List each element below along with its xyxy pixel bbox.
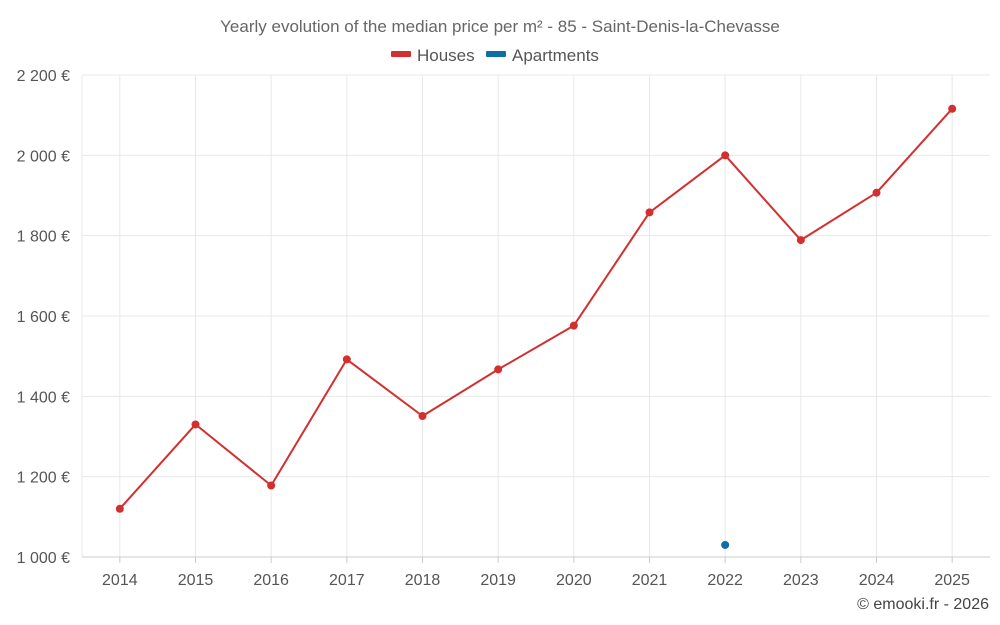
data-point-houses-2021[interactable]	[645, 208, 654, 217]
series-line-houses	[119, 108, 953, 510]
data-point-houses-2022[interactable]	[721, 151, 730, 160]
data-point-apartments-2022[interactable]	[721, 540, 730, 549]
x-tick-label: 2022	[707, 572, 743, 589]
data-point-houses-2014[interactable]	[115, 504, 124, 513]
data-point-houses-2020[interactable]	[569, 321, 578, 330]
data-point-houses-2024[interactable]	[872, 188, 881, 197]
x-tick-label: 2024	[859, 572, 895, 589]
x-tick-label: 2017	[329, 572, 365, 589]
x-tick-label: 2021	[632, 572, 668, 589]
legend-item-apartments[interactable]: Apartments	[486, 46, 599, 65]
axes: 1 000 € 1 200 € 1 400 € 1 600 € 1 800 € 2 000…	[17, 68, 990, 589]
data-point-houses-2015[interactable]	[191, 420, 200, 429]
data-point-houses-2018[interactable]	[418, 412, 427, 421]
x-tick-label: 2023	[783, 572, 819, 589]
data-point-houses-2023[interactable]	[796, 236, 805, 245]
data-point-houses-2016[interactable]	[267, 481, 276, 490]
legend-label-apartments: Apartments	[512, 46, 599, 65]
x-tick-label: 2018	[405, 572, 441, 589]
data-point-houses-2019[interactable]	[494, 365, 503, 374]
legend-swatch-houses	[391, 51, 411, 57]
x-tick-label: 2019	[480, 572, 516, 589]
x-tick-label: 2015	[178, 572, 214, 589]
y-tick-label: 2 000 €	[17, 148, 70, 165]
x-tick-label: 2025	[934, 572, 970, 589]
x-tick-label: 2020	[556, 572, 592, 589]
x-tick-label: 2016	[253, 572, 289, 589]
y-tick-label: 1 000 €	[17, 550, 70, 567]
grid	[81, 74, 990, 557]
y-tick-label: 2 200 €	[17, 68, 70, 85]
legend-swatch-apartments	[486, 51, 506, 57]
y-tick-label: 1 400 €	[17, 389, 70, 406]
x-tick-label: 2014	[102, 572, 138, 589]
chart-title: Yearly evolution of the median price per…	[220, 17, 780, 36]
legend: Houses Apartments	[391, 46, 599, 65]
credit-text: © emooki.fr - 2026	[857, 596, 989, 613]
data-point-houses-2017[interactable]	[342, 355, 351, 364]
legend-item-houses[interactable]: Houses	[391, 46, 475, 65]
y-tick-label: 1 600 €	[17, 309, 70, 326]
data-point-houses-2025[interactable]	[948, 104, 957, 113]
y-tick-label: 1 800 €	[17, 229, 70, 246]
series	[115, 104, 957, 549]
legend-label-houses: Houses	[417, 46, 475, 65]
y-tick-label: 1 200 €	[17, 470, 70, 487]
